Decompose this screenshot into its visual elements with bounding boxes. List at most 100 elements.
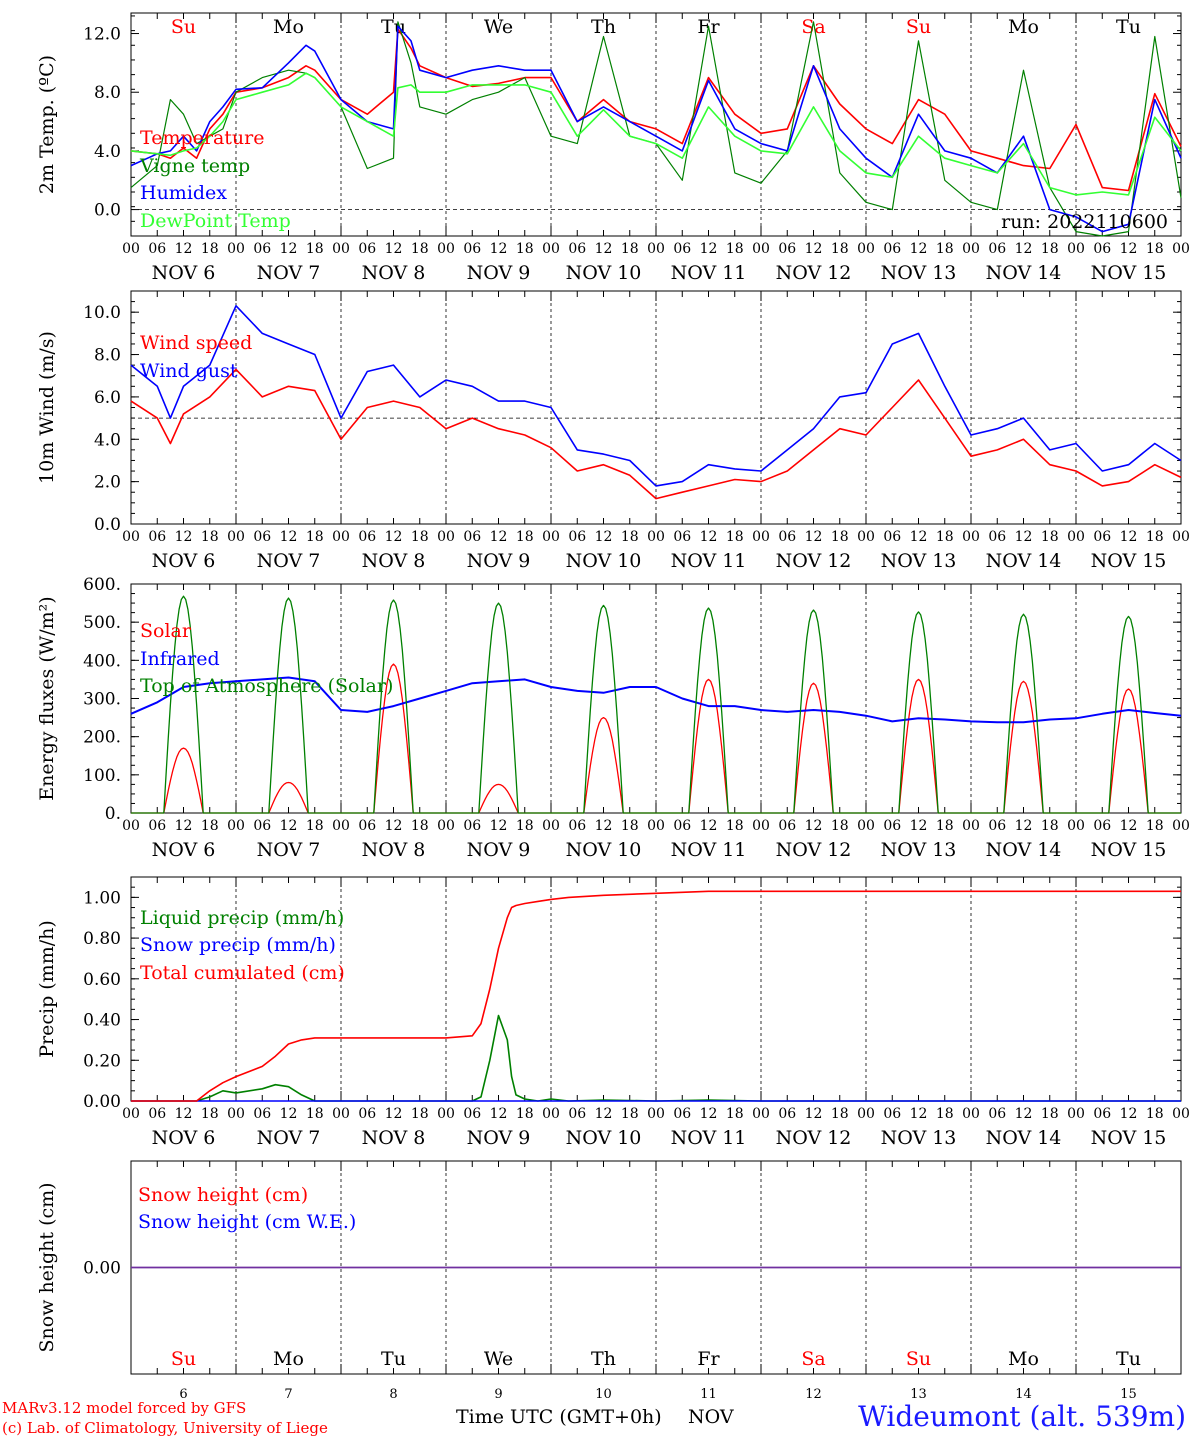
legend-entry: DewPoint Temp <box>140 210 291 232</box>
weekday-label-top: Mo <box>1008 16 1039 38</box>
weekday-label-bottom: Fr <box>697 1348 720 1370</box>
hour-tick-label: 18 <box>1041 1106 1059 1122</box>
hour-tick-label: 12 <box>1015 818 1033 834</box>
hour-tick-label: 06 <box>568 241 586 257</box>
date-label: NOV 14 <box>986 1127 1062 1149</box>
hour-tick-label: 12 <box>385 818 403 834</box>
weekday-label-bottom: Mo <box>1008 1348 1039 1370</box>
model-credit: MARv3.12 model forced by GFS <box>2 1399 247 1417</box>
hour-tick-label: 18 <box>306 529 324 545</box>
hour-tick-label: 12 <box>385 1106 403 1122</box>
hour-tick-label: 06 <box>988 1106 1006 1122</box>
date-label: NOV 7 <box>257 550 321 572</box>
y-tick-label: 4.0 <box>94 430 121 450</box>
hour-tick-label: 00 <box>437 818 455 834</box>
hour-tick-label: 18 <box>516 818 534 834</box>
hour-tick-label: 18 <box>411 241 429 257</box>
hour-tick-label: 06 <box>148 818 166 834</box>
hour-tick-label: 12 <box>1120 529 1138 545</box>
hour-tick-label: 06 <box>778 241 796 257</box>
y-axis-title: 2m Temp. (ºC) <box>36 55 58 194</box>
hour-tick-label: 00 <box>122 529 140 545</box>
hour-tick-label: 06 <box>568 818 586 834</box>
hour-tick-label: 00 <box>332 529 350 545</box>
hour-tick-label: 06 <box>253 529 271 545</box>
hour-tick-label: 18 <box>621 529 639 545</box>
hour-tick-label: 18 <box>831 1106 849 1122</box>
weekday-label-top: Su <box>906 16 931 38</box>
date-label: NOV 14 <box>986 550 1062 572</box>
hour-tick-label: 00 <box>437 529 455 545</box>
hour-tick-label: 06 <box>463 818 481 834</box>
date-label: NOV 13 <box>881 1127 957 1149</box>
hour-tick-label: 12 <box>595 529 613 545</box>
hour-tick-label: 06 <box>883 818 901 834</box>
hour-tick-label: 06 <box>988 241 1006 257</box>
hour-tick-label: 12 <box>175 1106 193 1122</box>
hour-tick-label: 00 <box>332 1106 350 1122</box>
hour-tick-label: 18 <box>411 529 429 545</box>
hour-tick-label: 18 <box>411 818 429 834</box>
hour-tick-label: 12 <box>1120 241 1138 257</box>
weekday-label-bottom: Mo <box>273 1348 304 1370</box>
hour-tick-label: 18 <box>936 241 954 257</box>
series-line <box>131 595 1181 814</box>
hour-tick-label: 00 <box>647 241 665 257</box>
day-number-label: 11 <box>700 1387 717 1402</box>
day-number-label: 14 <box>1015 1387 1032 1402</box>
date-label: NOV 12 <box>776 839 852 861</box>
hour-tick-label: 18 <box>726 529 744 545</box>
hour-tick-label: 06 <box>358 818 376 834</box>
hour-tick-label: 12 <box>1120 818 1138 834</box>
hour-tick-label: 18 <box>1041 529 1059 545</box>
day-number-label: 6 <box>179 1387 187 1402</box>
hour-tick-label: 12 <box>490 1106 508 1122</box>
hour-tick-label: 00 <box>1172 529 1190 545</box>
weekday-label-bottom: Tu <box>1116 1348 1141 1370</box>
weekday-label-bottom: Su <box>906 1348 931 1370</box>
date-label: NOV 6 <box>152 839 216 861</box>
hour-tick-label: 18 <box>1041 818 1059 834</box>
day-number-label: 8 <box>389 1387 397 1402</box>
hour-tick-label: 18 <box>621 241 639 257</box>
hour-tick-label: 12 <box>910 1106 928 1122</box>
date-label: NOV 13 <box>881 262 957 284</box>
y-tick-label: 600. <box>83 575 121 595</box>
hour-tick-label: 12 <box>385 241 403 257</box>
hour-tick-label: 06 <box>673 1106 691 1122</box>
lab-credit: (c) Lab. of Climatology, University of L… <box>2 1419 328 1437</box>
y-tick-label: 0.20 <box>83 1051 121 1071</box>
hour-tick-label: 18 <box>726 818 744 834</box>
hour-tick-label: 12 <box>175 529 193 545</box>
hour-tick-label: 18 <box>1146 818 1164 834</box>
hour-tick-label: 06 <box>883 241 901 257</box>
legend-entry: Snow height (cm W.E.) <box>138 1211 356 1233</box>
hour-tick-label: 06 <box>253 818 271 834</box>
y-tick-label: 8.0 <box>94 346 121 366</box>
hour-tick-label: 00 <box>437 1106 455 1122</box>
hour-tick-label: 18 <box>831 818 849 834</box>
hour-tick-label: 00 <box>752 529 770 545</box>
date-label: NOV 10 <box>566 550 642 572</box>
weekday-label-bottom: Sa <box>801 1348 825 1370</box>
day-number-label: 10 <box>595 1387 612 1402</box>
date-label: NOV 10 <box>566 1127 642 1149</box>
hour-tick-label: 06 <box>778 1106 796 1122</box>
date-label: NOV 11 <box>671 1127 747 1149</box>
hour-tick-label: 12 <box>805 818 823 834</box>
legend-entry: Wind gust <box>140 360 238 382</box>
hour-tick-label: 00 <box>227 241 245 257</box>
y-tick-label: 4.0 <box>94 142 121 162</box>
hour-tick-label: 12 <box>1015 241 1033 257</box>
hour-tick-label: 06 <box>1093 1106 1111 1122</box>
y-tick-label: 100. <box>83 766 121 786</box>
hour-tick-label: 18 <box>201 529 219 545</box>
hour-tick-label: 12 <box>1015 1106 1033 1122</box>
hour-tick-label: 18 <box>201 241 219 257</box>
hour-tick-label: 00 <box>227 1106 245 1122</box>
hour-tick-label: 12 <box>280 241 298 257</box>
date-label: NOV 8 <box>362 262 426 284</box>
y-tick-label: 2.0 <box>94 473 121 493</box>
date-label: NOV 11 <box>671 839 747 861</box>
y-tick-label: 400. <box>83 651 121 671</box>
